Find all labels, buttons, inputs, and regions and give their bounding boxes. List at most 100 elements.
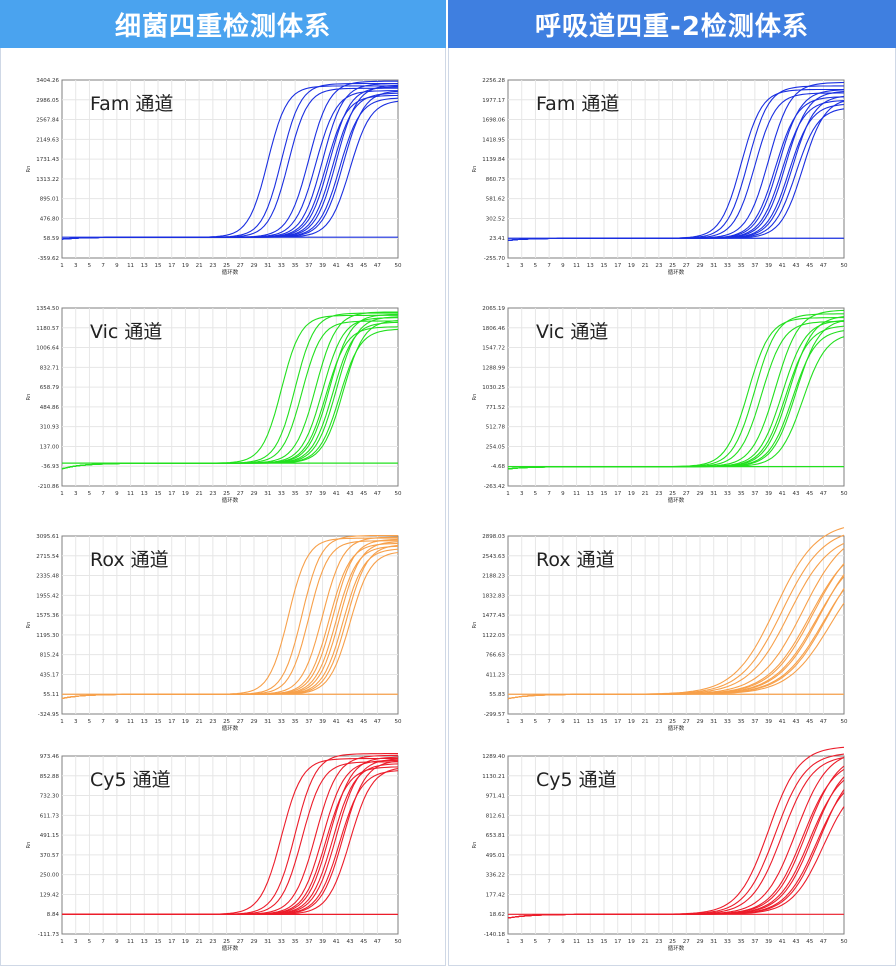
x-tick-label: 50 xyxy=(395,719,402,725)
y-tick-label: -263.42 xyxy=(484,484,505,490)
x-tick-label: 39 xyxy=(765,939,772,945)
x-tick-label: 31 xyxy=(264,263,271,269)
x-axis-label: 循环数 xyxy=(222,944,239,952)
chart-panel-bacteria-fam: 1 3 5 7 9 11 13 15 17 19 21 23 25 27 29 31 33 35 37 39 41 43 4… xyxy=(10,62,440,282)
x-tick-label: 45 xyxy=(806,939,813,945)
x-tick-label: 39 xyxy=(319,491,326,497)
x-tick-label: 47 xyxy=(820,719,827,725)
x-tick-label: 45 xyxy=(360,263,367,269)
y-tick-label: 611.73 xyxy=(40,813,60,819)
amplification-curve xyxy=(61,100,399,240)
y-tick-label: -140.18 xyxy=(484,932,506,938)
x-tick-label: 35 xyxy=(738,939,745,945)
chart-panel-respiratory-fam: 1 3 5 7 9 11 13 15 17 19 21 23 25 27 29 31 33 35 37 39 41 43 4… xyxy=(456,62,886,282)
y-tick-label: 581.62 xyxy=(486,197,505,203)
x-tick-label: 31 xyxy=(264,491,271,497)
x-tick-label: 17 xyxy=(614,719,621,725)
x-tick-label: 35 xyxy=(738,263,745,269)
x-tick-label: 13 xyxy=(587,263,594,269)
y-tick-label: 370.57 xyxy=(40,853,60,859)
x-tick-label: 17 xyxy=(168,491,175,497)
x-tick-label: 41 xyxy=(779,939,786,945)
x-tick-label: 37 xyxy=(305,939,312,945)
y-tick-label: -359.62 xyxy=(38,256,59,262)
x-tick-label: 9 xyxy=(561,263,565,269)
x-tick-label: 39 xyxy=(765,263,772,269)
x-tick-label: 1 xyxy=(60,491,64,497)
x-tick-label: 41 xyxy=(779,491,786,497)
x-tick-label: 3 xyxy=(74,491,78,497)
y-tick-label: 832.71 xyxy=(40,365,59,371)
x-tick-label: 5 xyxy=(534,719,538,725)
y-tick-label: 1955.42 xyxy=(36,593,59,599)
chart-panel-bacteria-cy5: 1 3 5 7 9 11 13 15 17 19 21 23 25 27 29 31 33 35 37 39 41 43 4… xyxy=(10,738,440,958)
y-tick-label: 812.61 xyxy=(486,813,505,819)
x-tick-label: 27 xyxy=(237,939,244,945)
y-tick-label: 1575.36 xyxy=(36,613,59,619)
x-tick-label: 21 xyxy=(642,719,649,725)
amplification-chart: 1 3 5 7 9 11 13 15 17 19 21 23 25 27 29 31 33 35 37 39 41 43 4… xyxy=(26,534,402,732)
x-tick-label: 47 xyxy=(374,263,381,269)
y-tick-label: 129.42 xyxy=(40,892,59,898)
x-tick-label: 5 xyxy=(88,263,92,269)
x-tick-label: 17 xyxy=(614,263,621,269)
x-tick-label: 15 xyxy=(155,491,162,497)
x-tick-label: 19 xyxy=(628,719,635,725)
x-tick-label: 35 xyxy=(292,719,299,725)
x-tick-label: 21 xyxy=(642,491,649,497)
y-tick-label: 1731.43 xyxy=(36,157,59,163)
y-tick-label: 1477.43 xyxy=(482,613,505,619)
x-tick-label: 33 xyxy=(278,719,285,725)
x-tick-label: 37 xyxy=(305,719,312,725)
x-tick-label: 29 xyxy=(251,491,258,497)
x-tick-label: 37 xyxy=(305,263,312,269)
y-tick-label: 476.80 xyxy=(40,216,60,222)
chart-panel-bacteria-rox: 1 3 5 7 9 11 13 15 17 19 21 23 25 27 29 31 33 35 37 39 41 43 4… xyxy=(10,518,440,738)
y-tick-label: 1030.25 xyxy=(482,385,505,391)
x-tick-label: 1 xyxy=(60,719,64,725)
x-tick-label: 39 xyxy=(319,939,326,945)
x-tick-label: 39 xyxy=(765,719,772,725)
x-tick-label: 27 xyxy=(683,263,690,269)
x-tick-label: 33 xyxy=(724,719,731,725)
y-tick-label: 895.01 xyxy=(40,197,59,203)
x-tick-label: 43 xyxy=(793,491,800,497)
x-tick-label: 35 xyxy=(738,719,745,725)
amplification-chart: 1 3 5 7 9 11 13 15 17 19 21 23 25 27 29 31 33 35 37 39 41 43 4… xyxy=(472,78,848,276)
x-tick-label: 11 xyxy=(573,939,580,945)
y-tick-label: 973.46 xyxy=(40,754,60,760)
x-tick-label: 1 xyxy=(506,491,510,497)
x-tick-label: 37 xyxy=(751,939,758,945)
x-tick-label: 47 xyxy=(820,939,827,945)
y-tick-label: 3404.26 xyxy=(36,78,59,84)
y-tick-label: 1977.17 xyxy=(482,98,505,104)
x-tick-label: 3 xyxy=(74,939,78,945)
amplification-chart: 1 3 5 7 9 11 13 15 17 19 21 23 25 27 29 31 33 35 37 39 41 43 4… xyxy=(472,306,848,504)
x-tick-label: 3 xyxy=(520,939,524,945)
x-tick-label: 41 xyxy=(333,491,340,497)
x-tick-label: 45 xyxy=(360,491,367,497)
x-tick-label: 31 xyxy=(710,939,717,945)
x-tick-label: 29 xyxy=(251,263,258,269)
x-tick-label: 25 xyxy=(223,491,230,497)
x-tick-label: 19 xyxy=(182,263,189,269)
y-tick-label: 58.59 xyxy=(43,236,59,242)
x-tick-label: 27 xyxy=(683,939,690,945)
y-tick-label: 484.86 xyxy=(40,405,60,411)
x-tick-label: 47 xyxy=(374,491,381,497)
y-tick-label: 177.42 xyxy=(486,892,505,898)
x-tick-label: 45 xyxy=(360,719,367,725)
x-tick-label: 25 xyxy=(223,939,230,945)
y-tick-label: 771.52 xyxy=(486,405,505,411)
x-tick-label: 9 xyxy=(115,719,119,725)
x-tick-label: 13 xyxy=(141,939,148,945)
x-tick-label: 3 xyxy=(74,263,78,269)
x-tick-label: 23 xyxy=(209,263,216,269)
y-tick-label: -299.57 xyxy=(484,712,506,718)
y-tick-label: 254.05 xyxy=(486,444,506,450)
plot-area xyxy=(61,755,399,935)
x-tick-label: 33 xyxy=(724,939,731,945)
x-tick-label: 7 xyxy=(101,939,105,945)
x-tick-label: 3 xyxy=(520,491,524,497)
x-axis-label: 循环数 xyxy=(668,944,685,952)
